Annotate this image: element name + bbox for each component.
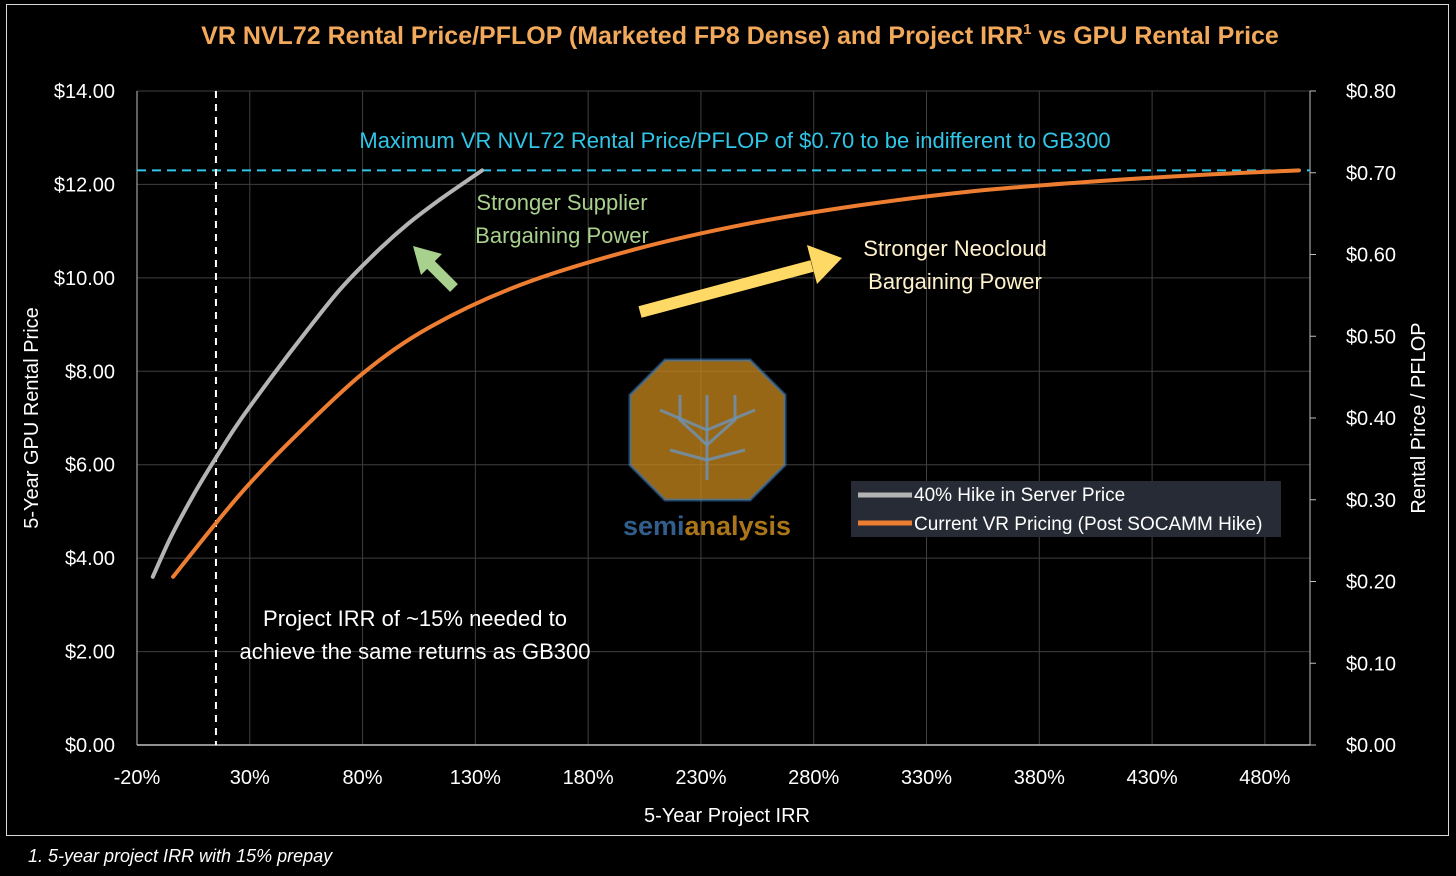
x-tick-label-10: 480% (1239, 767, 1290, 789)
chart-title-superscript: 1 (1023, 21, 1031, 38)
y-tick-label-4: $8.00 (65, 361, 115, 383)
x-tick-label-1: 30% (230, 767, 270, 789)
series-line-hike (150, 168, 485, 579)
watermark-text-a: semi (623, 511, 685, 541)
series-line-current (171, 168, 1301, 579)
y2-tick-label-6: $0.60 (1346, 245, 1396, 267)
irr-annotation-line2: achieve the same returns as GB300 (240, 639, 591, 664)
supplier-annotation-line2: Bargaining Power (475, 223, 649, 248)
legend-box (851, 481, 1281, 537)
axes-layer: $0.00 $2.00 $4.00 $6.00 $8.00 $10.00 $12.00 $14… (54, 81, 1396, 789)
x-tick-label-7: 330% (901, 767, 952, 789)
x-tick-label-8: 380% (1014, 767, 1065, 789)
series-layer (150, 168, 1301, 579)
y2-tick-label-2: $0.20 (1346, 572, 1396, 594)
y-tick-label-2: $4.00 (65, 548, 115, 570)
legend-label-current: Current VR Pricing (Post SOCAMM Hike) (914, 514, 1262, 535)
y2-tick-label-0: $0.00 (1346, 735, 1396, 757)
y-tick-label-7: $14.00 (54, 81, 115, 103)
watermark-tree-icon (659, 395, 756, 480)
x-axis-title: 5-Year Project IRR (644, 805, 810, 827)
x-tick-label-0: -20% (114, 767, 161, 789)
y-tick-label-0: $0.00 (65, 735, 115, 757)
watermark-text-b: analysis (684, 511, 791, 541)
semianalysis-watermark: semianalysis (623, 358, 791, 541)
y-axis-title: 5-Year GPU Rental Price (21, 307, 43, 529)
y2-tick-label-1: $0.10 (1346, 653, 1396, 675)
reference-lines (137, 91, 1310, 745)
y2-tick-label-3: $0.30 (1346, 490, 1396, 512)
y-tick-label-6: $12.00 (54, 174, 115, 196)
neocloud-annotation-line1: Stronger Neocloud (863, 236, 1046, 261)
y2-tick-label-5: $0.50 (1346, 326, 1396, 348)
chart-legend: 40% Hike in Server Price Current VR Pric… (851, 481, 1281, 537)
chart-title-suffix: vs GPU Rental Price (1032, 22, 1279, 50)
footnote: 1. 5-year project IRR with 15% prepay (28, 846, 333, 866)
max-price-annotation: Maximum VR NVL72 Rental Price/PFLOP of $… (359, 128, 1110, 153)
neocloud-annotation-line2: Bargaining Power (868, 269, 1042, 294)
y-tick-label-1: $2.00 (65, 642, 115, 664)
chart-title-main: VR NVL72 Rental Price/PFLOP (Marketed FP… (201, 22, 1023, 50)
x-tick-label-3: 130% (450, 767, 501, 789)
y-tick-label-3: $6.00 (65, 455, 115, 477)
watermark-text: semianalysis (623, 511, 791, 541)
chart-title: VR NVL72 Rental Price/PFLOP (Marketed FP… (201, 21, 1279, 50)
supplier-annotation-line1: Stronger Supplier (476, 190, 647, 215)
yellow-arrow-icon (638, 245, 842, 318)
x-tick-label-9: 430% (1127, 767, 1178, 789)
green-arrow-icon (413, 246, 458, 292)
y2-axis-title: Rental Pirce / PFLOP (1408, 322, 1430, 513)
y2-tick-label-8: $0.80 (1346, 81, 1396, 103)
y2-tick-label-7: $0.70 (1346, 163, 1396, 185)
x-tick-label-6: 280% (788, 767, 839, 789)
chart-frame (6, 4, 1449, 836)
y-tick-label-5: $10.00 (54, 268, 115, 290)
x-tick-label-4: 180% (563, 767, 614, 789)
irr-annotation-line1: Project IRR of ~15% needed to (263, 606, 567, 631)
x-tick-label-5: 230% (675, 767, 726, 789)
x-tick-label-2: 80% (343, 767, 383, 789)
legend-label-hike: 40% Hike in Server Price (914, 485, 1125, 506)
y2-tick-label-4: $0.40 (1346, 408, 1396, 430)
